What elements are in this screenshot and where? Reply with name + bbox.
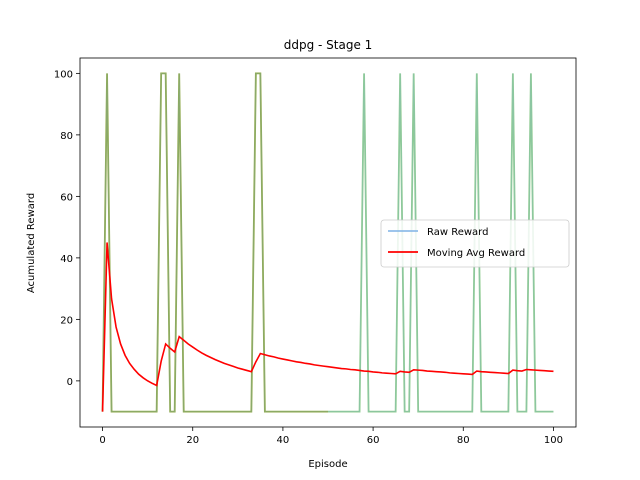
- plot-frame: [79, 57, 577, 428]
- legend-label-moving: Moving Avg Reward: [427, 248, 525, 259]
- y-tick-label: 100: [54, 69, 73, 80]
- series-layer: [101, 72, 554, 413]
- y-tick-label: 60: [60, 192, 73, 203]
- raw-reward-line-highlight: [328, 73, 554, 413]
- x-tick-label: 100: [544, 435, 563, 446]
- x-axis-label: Episode: [308, 459, 347, 470]
- plot-area: [79, 57, 577, 428]
- x-tick-label: 40: [277, 435, 290, 446]
- x-tick-label: 60: [367, 435, 380, 446]
- x-axis: 0 20 40 60 80 100: [99, 427, 563, 446]
- raw-reward-line-overlap: [101, 72, 328, 413]
- raw-reward-line: [102, 73, 554, 412]
- legend-box: [380, 219, 570, 268]
- y-axis-label: Acumulated Reward: [26, 193, 37, 293]
- x-tick-label: 0: [99, 435, 105, 446]
- x-tick-label: 20: [186, 435, 199, 446]
- y-tick-label: 20: [60, 315, 73, 326]
- y-tick-label: 40: [60, 254, 73, 265]
- y-tick-label: 0: [67, 377, 73, 388]
- moving-avg-line: [101, 242, 554, 412]
- y-tick-label: 80: [60, 131, 73, 142]
- legend-label-raw: Raw Reward: [427, 227, 488, 238]
- legend: Raw Reward Moving Avg Reward: [380, 219, 570, 268]
- x-tick-label: 80: [457, 435, 470, 446]
- chart-title: ddpg - Stage 1: [284, 38, 373, 52]
- y-axis: 0 20 40 60 80 100: [54, 69, 80, 388]
